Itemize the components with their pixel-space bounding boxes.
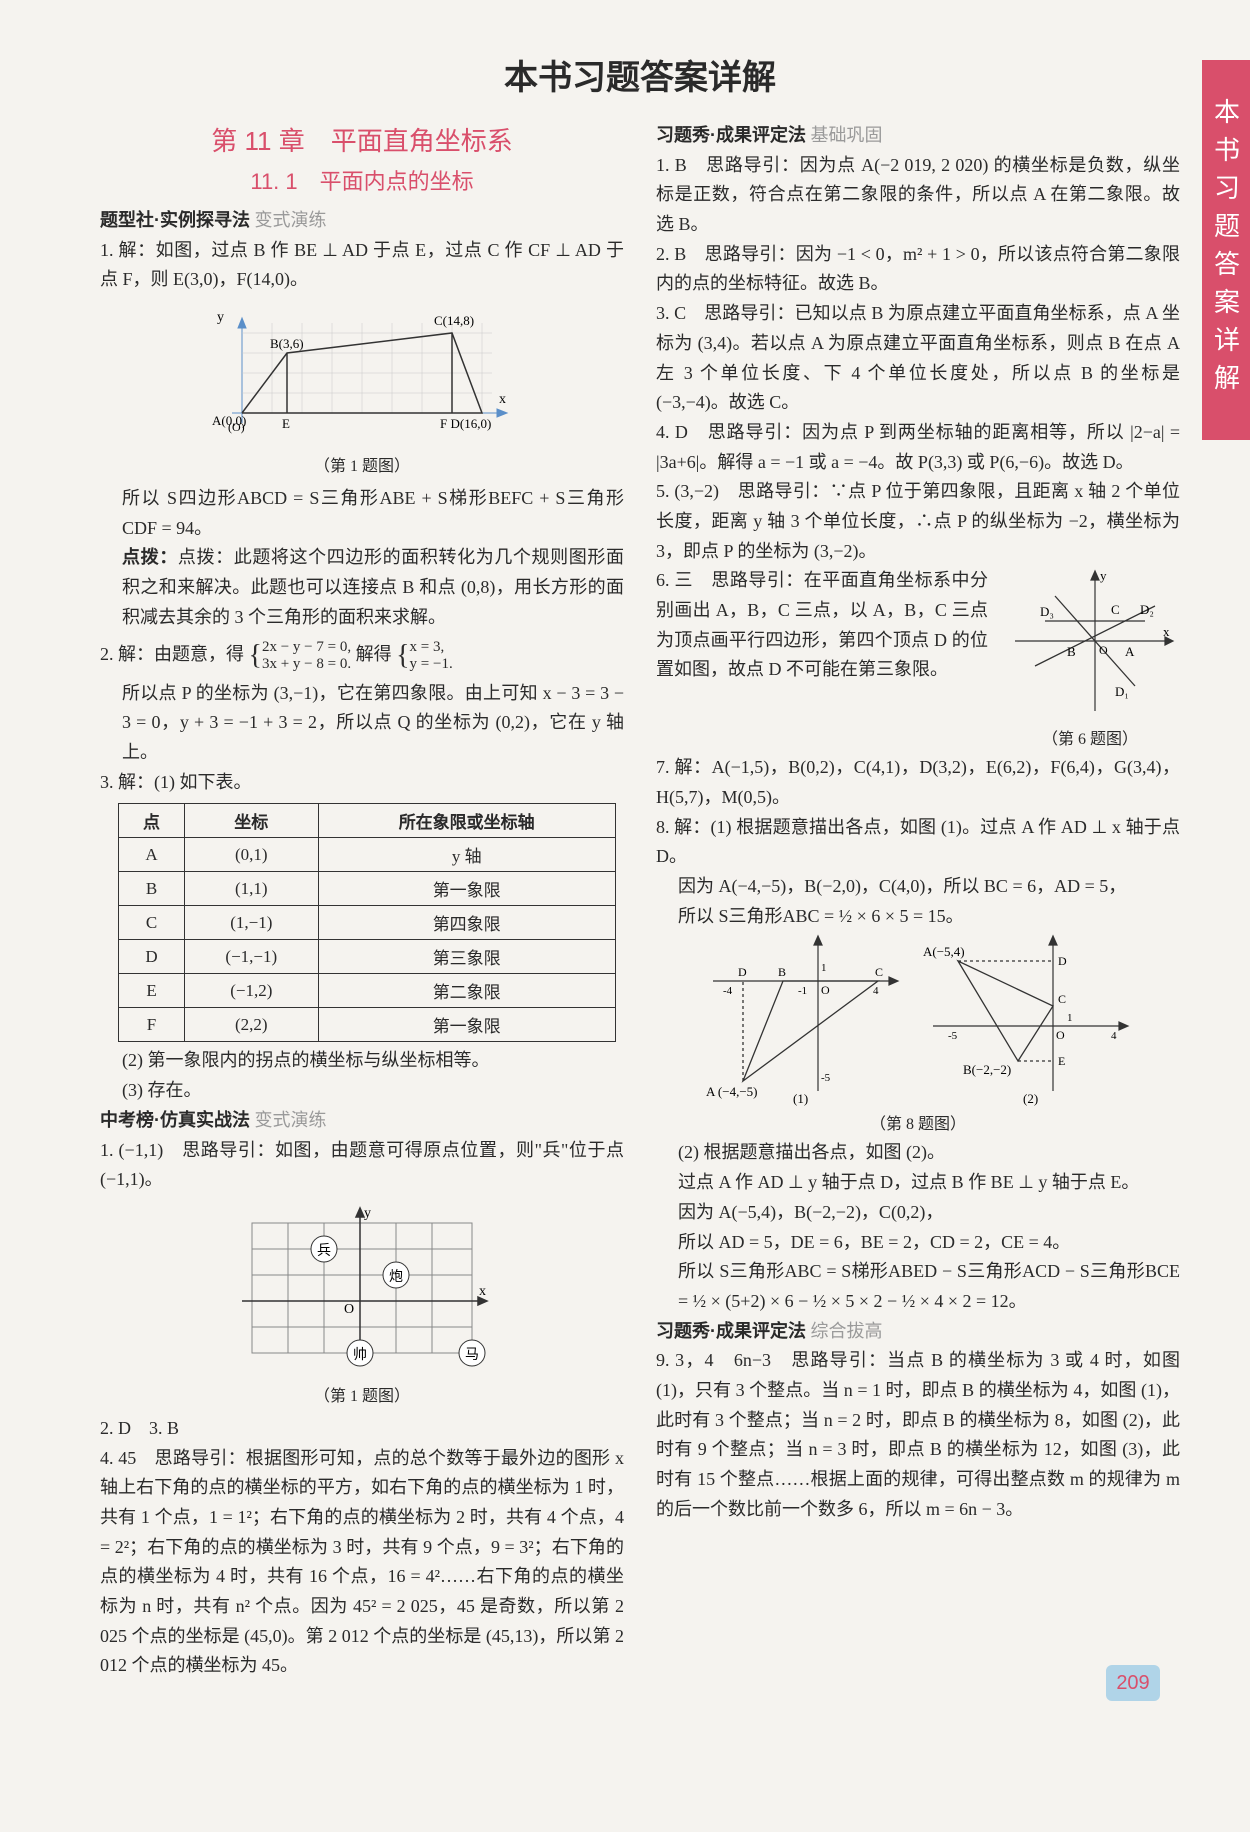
r8b: 因为 A(−4,−5)，B(−2,0)，C(4,0)，所以 BC = 6，AD … [656,872,1180,902]
columns: 第 11 章 平面直角坐标系 11. 1 平面内点的坐标 题型社·实例探寻法 变… [100,121,1180,1681]
svg-text:帅: 帅 [353,1347,367,1363]
svg-text:C: C [1111,602,1120,617]
r7: 7. 解：A(−1,5)，B(0,2)，C(4,1)，D(3,2)，E(6,2)… [656,753,1180,812]
svg-text:y: y [1100,568,1107,583]
svg-text:x: x [479,1284,486,1299]
left-h2sub: 变式演练 [255,1110,327,1130]
zq2: 2. D 3. B [100,1414,624,1444]
q3-table: 点坐标所在象限或坐标轴 A(0,1)y 轴 B(1,1)第一象限 C(1,−1)… [118,803,616,1042]
right-h1: 习题秀·成果评定法 [656,125,806,145]
svg-text:O: O [1099,643,1108,657]
svg-text:1: 1 [821,962,827,974]
svg-text:A(−5,4): A(−5,4) [923,944,965,959]
r3: 3. C 思路导引：已知以点 B 为原点建立平面直角坐标系，点 A 坐标为 (3… [656,299,1180,418]
page: 本书习题答案详解 第 11 章 平面直角坐标系 11. 1 平面内点的坐标 题型… [0,0,1250,1731]
q1c: 点拨：点拨：此题将这个四边形的面积转化为几个规则图形面积之和来解决。此题也可以连… [100,543,624,632]
fig1: y x A(0,0) (O) B(3,6) C(14,8) F D(16,0) … [100,303,624,476]
svg-text:(O): (O) [228,420,245,434]
right-h2sub: 综合拔高 [811,1321,883,1341]
svg-text:B(3,6): B(3,6) [270,336,304,351]
left-h1: 题型社·实例探寻法 [100,210,250,230]
svg-text:O: O [1056,1028,1065,1042]
fig-chess-cap: （第 1 题图） [100,1382,624,1406]
r9: 9. 3，4 6n−3 思路导引：当点 B 的横坐标为 3 或 4 时，如图 (… [656,1346,1180,1524]
svg-text:F D(16,0): F D(16,0) [440,416,491,431]
fig8-cap: （第 8 题图） [656,1110,1180,1134]
zq4: 4. 45 思路导引：根据图形可知，点的总个数等于最外边的图形 x 轴上右下角的… [100,1444,624,1682]
svg-text:D₂: D₂ [1140,602,1154,617]
svg-text:O: O [344,1302,354,1317]
svg-text:B(−2,−2): B(−2,−2) [963,1062,1011,1077]
fig6: O x y D₃ C D₂ B A D₁ （第 6 题图） [1000,566,1180,753]
q2b: 所以点 P 的坐标为 (3,−1)，它在第四象限。由上可知 x − 3 = 3 … [100,679,624,768]
r8d: (2) 根据题意描出各点，如图 (2)。 [656,1138,1180,1168]
svg-text:炮: 炮 [389,1269,403,1285]
svg-text:y: y [217,310,224,325]
r8c: 所以 S三角形ABC = ½ × 6 × 5 = 15。 [656,902,1180,932]
q3c: (3) 存在。 [100,1076,624,1106]
r6: 6. 三 思路导引：在平面直角坐标系中分别画出 A，B，C 三点，以 A，B，C… [656,566,988,685]
svg-text:B: B [1067,644,1076,659]
r8e: 过点 A 作 AD ⊥ y 轴于点 D，过点 B 作 BE ⊥ y 轴于点 E。 [656,1168,1180,1198]
svg-text:兵: 兵 [317,1243,331,1259]
q1b: 所以 S四边形ABCD = S三角形ABE + S梯形BEFC + S三角形CD… [100,484,624,543]
left-h2: 中考榜·仿真实战法 [100,1110,250,1130]
r4: 4. D 思路导引：因为点 P 到两坐标轴的距离相等，所以 |2−a| = |3… [656,418,1180,477]
svg-text:A: A [1125,644,1135,659]
svg-text:E: E [1058,1054,1065,1068]
r8h: 所以 S三角形ABC = S梯形ABED − S三角形ACD − S三角形BCE… [656,1257,1180,1316]
q3a: 3. 解：(1) 如下表。 [100,768,624,798]
svg-text:4: 4 [873,985,879,997]
chapter-title: 第 11 章 平面直角坐标系 [100,121,624,158]
svg-text:C: C [1058,992,1066,1006]
right-h1sub: 基础巩固 [811,125,883,145]
svg-text:y: y [364,1206,371,1221]
svg-text:x: x [499,392,506,407]
q1a: 1. 解：如图，过点 B 作 BE ⊥ AD 于点 E，过点 C 作 CF ⊥ … [100,236,624,295]
svg-text:-5: -5 [821,1072,831,1084]
left-h1sub: 变式演练 [255,210,327,230]
svg-text:D: D [1058,954,1067,968]
section-title: 11. 1 平面内点的坐标 [100,164,624,196]
svg-text:-4: -4 [723,985,733,997]
svg-text:C: C [875,965,883,979]
q3b: (2) 第一象限内的拐点的横坐标与纵坐标相等。 [100,1046,624,1076]
svg-text:4: 4 [1111,1030,1117,1042]
fig1-caption: （第 1 题图） [100,452,624,476]
q2a: 2. 解：由题意，得 {2x − y − 7 = 0,3x + y − 8 = … [100,633,624,679]
r8g: 所以 AD = 5，DE = 6，BE = 2，CD = 2，CE = 4。 [656,1228,1180,1258]
svg-text:-5: -5 [948,1030,958,1042]
r8f: 因为 A(−5,4)，B(−2,−2)，C(0,2)， [656,1198,1180,1228]
r5: 5. (3,−2) 思路导引：∵点 P 位于第四象限，且距离 x 轴 2 个单位… [656,477,1180,566]
svg-text:(2): (2) [1023,1091,1038,1106]
side-tab: 本书习题答案详解 [1202,60,1250,440]
svg-text:O: O [821,983,830,997]
fig-chess: O y x 兵 炮 帅 马 （第 1 题图） [100,1203,624,1406]
svg-text:马: 马 [465,1347,479,1363]
svg-text:D₃: D₃ [1040,604,1054,619]
svg-text:1: 1 [1067,1012,1073,1024]
svg-text:C(14,8): C(14,8) [434,313,474,328]
svg-text:D: D [738,965,747,979]
svg-text:-1: -1 [798,985,807,997]
svg-text:A (−4,−5): A (−4,−5) [706,1084,758,1099]
fig8: O D B C 1 -4 -1 4 -5 A (−4,−5) (1) [656,931,1180,1106]
r2: 2. B 思路导引：因为 −1 < 0，m² + 1 > 0，所以该点符合第二象… [656,240,1180,299]
page-number: 209 [1106,1665,1160,1701]
zq1: 1. (−1,1) 思路导引：如图，由题意可得原点位置，则"兵"位于点 (−1,… [100,1136,624,1195]
svg-text:E: E [282,416,290,431]
right-column: 习题秀·成果评定法 基础巩固 1. B 思路导引：因为点 A(−2 019, 2… [656,121,1180,1681]
main-title: 本书习题答案详解 [100,50,1180,99]
right-h2: 习题秀·成果评定法 [656,1321,806,1341]
r8a: 8. 解：(1) 根据题意描出各点，如图 (1)。过点 A 作 AD ⊥ x 轴… [656,813,1180,872]
svg-text:(1): (1) [793,1091,808,1106]
svg-text:D₁: D₁ [1115,684,1129,699]
svg-text:B: B [778,965,786,979]
r1: 1. B 思路导引：因为点 A(−2 019, 2 020) 的横坐标是负数，纵… [656,151,1180,240]
left-column: 第 11 章 平面直角坐标系 11. 1 平面内点的坐标 题型社·实例探寻法 变… [100,121,624,1681]
svg-text:x: x [1163,624,1170,639]
